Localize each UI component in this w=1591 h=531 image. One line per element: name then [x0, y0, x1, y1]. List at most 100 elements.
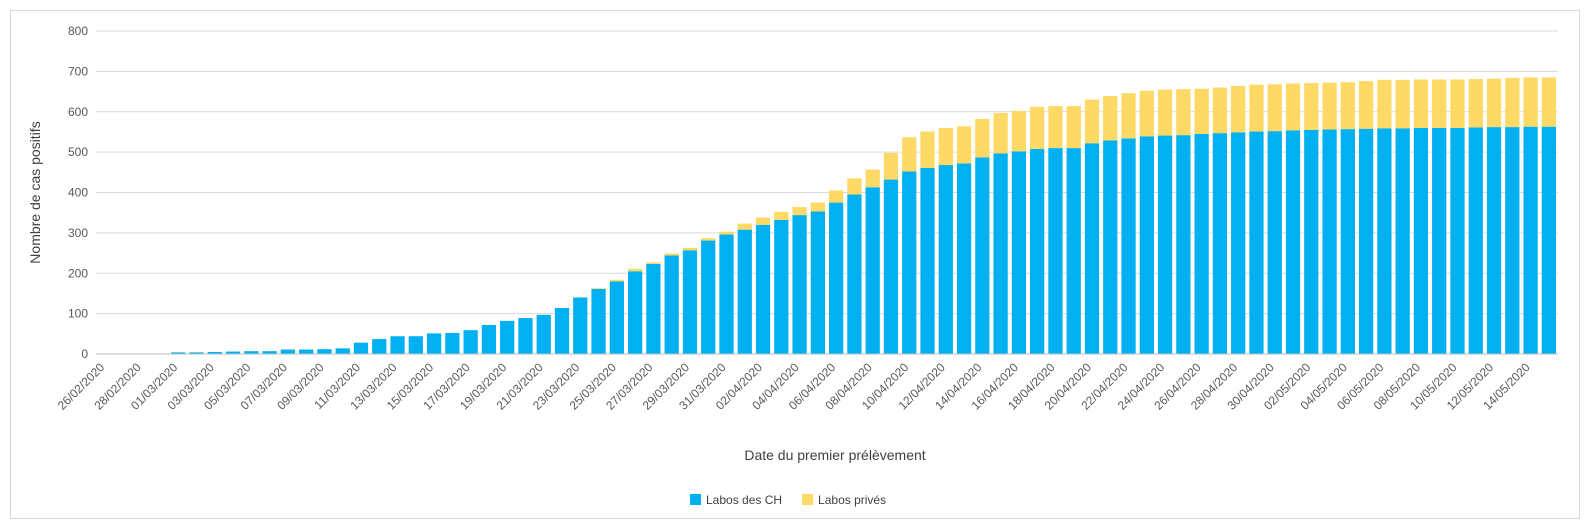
- legend-swatch: [802, 494, 814, 505]
- bar-labos-ch: [189, 352, 204, 354]
- bar-labos-prives: [737, 223, 752, 230]
- bar-labos-prives: [975, 119, 990, 158]
- bar-labos-ch: [755, 224, 771, 354]
- bar-labos-prives: [1194, 88, 1209, 134]
- bar-labos-prives: [627, 268, 643, 272]
- bar-labos-prives: [1450, 79, 1465, 128]
- bar-labos-ch: [536, 314, 551, 354]
- bar-labos-ch: [299, 349, 314, 354]
- y-tick-label: 0: [81, 347, 88, 361]
- bar-labos-ch: [1432, 127, 1447, 355]
- bar-labos-ch: [1468, 127, 1483, 354]
- y-tick-label: 500: [68, 145, 88, 159]
- y-tick-label: 300: [68, 226, 88, 240]
- bar-labos-prives: [1285, 83, 1301, 131]
- bar-labos-prives: [956, 126, 972, 164]
- legend-label: Labos des CH: [706, 493, 782, 507]
- bar-labos-ch: [1084, 143, 1100, 354]
- bar-labos-ch: [372, 339, 387, 354]
- bars: [98, 77, 1556, 355]
- y-tick-label: 200: [68, 266, 88, 280]
- bar-labos-ch: [225, 351, 241, 354]
- bar-labos-ch: [1541, 126, 1556, 354]
- bar-labos-ch: [481, 324, 497, 354]
- bar-labos-prives: [938, 127, 953, 166]
- y-axis-ticks: 0 100 200 300 400 500 600 700 800: [68, 24, 88, 361]
- bar-labos-ch: [719, 234, 734, 354]
- bar-labos-ch: [938, 165, 953, 354]
- bar-labos-ch: [810, 211, 825, 354]
- bar-labos-ch: [1413, 127, 1429, 355]
- bar-labos-ch: [445, 333, 460, 354]
- bar-labos-prives: [1103, 96, 1118, 141]
- bar-labos-prives: [810, 202, 825, 212]
- bar-labos-ch: [573, 297, 588, 354]
- bar-labos-ch: [646, 263, 661, 354]
- bar-labos-prives: [902, 137, 917, 172]
- bar-labos-ch: [664, 255, 679, 354]
- bar-labos-prives: [664, 253, 679, 256]
- bar-labos-prives: [1249, 84, 1264, 132]
- bar-labos-prives: [1121, 93, 1136, 139]
- bar-labos-prives: [682, 247, 698, 251]
- bar-labos-ch: [737, 229, 752, 354]
- bar-labos-ch: [682, 250, 698, 354]
- bar-labos-ch: [1358, 128, 1374, 354]
- bar-labos-ch: [609, 281, 624, 354]
- bar-labos-ch: [1450, 127, 1465, 355]
- bar-labos-prives: [1267, 84, 1282, 132]
- bar-labos-ch: [1157, 135, 1173, 354]
- bar-labos-ch: [518, 318, 533, 354]
- bar-labos-ch: [1231, 132, 1246, 354]
- legend: Labos des CH Labos privés: [690, 493, 886, 507]
- bar-labos-ch: [1121, 138, 1136, 354]
- bar-labos-ch: [335, 348, 350, 354]
- bar-labos-prives: [1523, 77, 1538, 127]
- bar-labos-ch: [792, 215, 807, 354]
- bar-labos-ch: [1395, 128, 1410, 354]
- bar-labos-prives: [792, 207, 807, 216]
- bar-labos-prives: [1066, 106, 1081, 149]
- bar-labos-ch: [829, 202, 844, 354]
- bar-labos-prives: [1432, 79, 1447, 128]
- y-tick-label: 700: [68, 64, 88, 78]
- bar-labos-ch: [390, 336, 405, 354]
- bar-labos-prives: [1541, 77, 1556, 127]
- bar-labos-ch: [1066, 148, 1081, 354]
- bar-labos-ch: [1486, 127, 1502, 354]
- bar-labos-prives: [993, 112, 1008, 154]
- bar-labos-prives: [1157, 89, 1173, 136]
- bar-labos-ch: [1194, 133, 1209, 354]
- bar-labos-ch: [1011, 151, 1027, 354]
- bar-labos-ch: [1103, 140, 1118, 354]
- bar-labos-prives: [1139, 90, 1154, 137]
- y-tick-label: 800: [68, 24, 88, 38]
- bar-labos-ch: [207, 351, 222, 354]
- bar-labos-ch: [902, 171, 917, 354]
- bar-labos-prives: [865, 169, 880, 188]
- bar-labos-prives: [646, 262, 661, 264]
- bar-labos-prives: [1468, 79, 1483, 128]
- bar-labos-ch: [408, 336, 423, 354]
- x-axis-ticks: 26/02/202028/02/202001/03/202003/03/2020…: [55, 360, 1533, 413]
- bar-labos-prives: [701, 238, 716, 241]
- bar-labos-prives: [1030, 106, 1045, 149]
- bar-labos-ch: [1304, 129, 1319, 354]
- bar-labos-prives: [1377, 79, 1392, 129]
- bar-labos-ch: [1340, 129, 1355, 354]
- bar-labos-ch: [627, 271, 643, 354]
- bar-labos-ch: [353, 342, 369, 354]
- bar-labos-ch: [1030, 148, 1045, 354]
- bar-labos-prives: [1413, 79, 1429, 128]
- bar-labos-prives: [847, 178, 862, 195]
- bar-labos-ch: [1267, 131, 1282, 354]
- bar-labos-ch: [426, 333, 442, 354]
- bar-labos-ch: [847, 194, 862, 354]
- bar-labos-ch: [1285, 130, 1301, 354]
- bar-labos-ch: [317, 349, 332, 354]
- bar-labos-ch: [591, 288, 606, 354]
- bar-labos-ch: [1249, 131, 1264, 354]
- bar-labos-ch: [1212, 133, 1228, 354]
- bar-labos-ch: [1377, 128, 1392, 354]
